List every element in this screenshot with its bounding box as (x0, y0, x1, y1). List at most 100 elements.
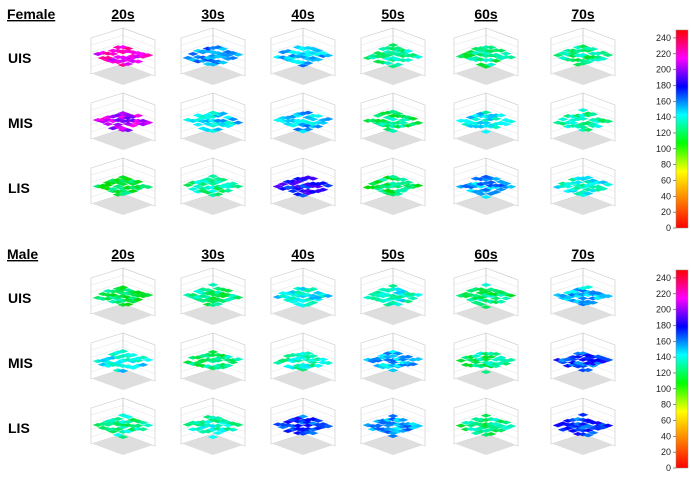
grid-line (90, 340, 124, 351)
surface-patch (317, 357, 329, 362)
surface-patch (602, 423, 614, 428)
grid-line (550, 165, 584, 176)
grid-line (453, 165, 487, 176)
surface-patch (372, 113, 384, 118)
surface-patch (552, 53, 564, 58)
surface-patch (397, 120, 409, 125)
surface-patch (407, 296, 419, 301)
grid-line (392, 405, 426, 418)
surface-patch (227, 117, 239, 122)
surface-patch (187, 292, 199, 297)
surface-cell (453, 397, 519, 455)
surface-patch (505, 55, 517, 60)
surface-patch (287, 123, 299, 128)
surface-shadow (273, 369, 333, 390)
surface-patch (500, 51, 512, 56)
grid-line (392, 107, 426, 120)
grid-line (392, 100, 426, 113)
grid-line (180, 282, 214, 293)
surface-patch (397, 289, 409, 294)
grid-line (212, 56, 246, 69)
colorbar-tick-label: 140 (656, 352, 671, 362)
grid-line (90, 412, 124, 423)
surface-patch (127, 365, 139, 370)
surface-patch (217, 177, 229, 182)
surface-patch (397, 417, 409, 422)
surface-cell (90, 332, 156, 390)
colorbar-tick-label: 220 (656, 49, 671, 59)
surface-patch (582, 418, 594, 423)
surface-patch (582, 433, 594, 438)
grid-line (180, 412, 214, 423)
group-label: Male (7, 246, 38, 262)
box-wall-right (302, 92, 336, 142)
surface-patch (587, 300, 599, 305)
surface-patch (407, 116, 419, 121)
grid-line (302, 165, 336, 178)
surface-patch (107, 51, 119, 56)
surface-patch (495, 113, 507, 118)
grid-line (270, 275, 304, 286)
grid-line (360, 282, 394, 293)
grid-line (453, 282, 487, 293)
grid-line (302, 35, 336, 48)
surface-patch (567, 289, 579, 294)
surface-patch (387, 174, 399, 179)
grid-line (302, 172, 336, 185)
surface-patch (597, 180, 609, 185)
colorbar-tick-label: 200 (656, 305, 671, 315)
column-header: 20s (111, 6, 135, 22)
surface-cell (180, 92, 246, 150)
surface-patch (297, 193, 309, 198)
surface-patch (142, 53, 154, 58)
surface-patch (312, 363, 324, 368)
surface-patch (597, 186, 609, 191)
grid-line (212, 100, 246, 113)
grid-line (302, 107, 336, 120)
surface-patch (312, 57, 324, 62)
surface-patch (112, 432, 124, 437)
colorbar-tick-label: 80 (661, 160, 671, 170)
surface-shadow (363, 434, 423, 455)
surface-patch (207, 123, 219, 128)
surface-shadow (456, 194, 516, 215)
surface-patch (490, 52, 502, 57)
surface-patch (412, 423, 424, 428)
surface-patch (387, 368, 399, 373)
surface-patch (480, 120, 492, 125)
surface-patch (387, 109, 399, 114)
surface-patch (312, 418, 324, 423)
grid-line (360, 405, 394, 416)
surface-patch (202, 177, 214, 182)
surface-cell (360, 397, 426, 455)
surface-patch (317, 120, 329, 125)
surface-patch (387, 434, 399, 439)
grid-line (485, 35, 519, 48)
surface-patch (602, 182, 614, 187)
surface-patch (202, 419, 214, 424)
surface-patch (480, 64, 492, 69)
surface-patch (602, 294, 614, 299)
colorbar-tick-label: 120 (656, 128, 671, 138)
grid-line (302, 412, 336, 425)
grid-line (550, 347, 584, 358)
box-wall-right (392, 267, 426, 317)
surface-patch (122, 61, 134, 66)
grid-line (90, 186, 124, 197)
grid-line (453, 412, 487, 423)
grid-line (392, 35, 426, 48)
colorbar-tick-label: 60 (661, 175, 671, 185)
surface-cell (270, 397, 336, 455)
surface-patch (302, 302, 314, 307)
surface-cell (453, 267, 519, 325)
grid-line (360, 100, 394, 111)
grid-line (270, 107, 304, 118)
grid-line (302, 282, 336, 295)
grid-line (582, 172, 616, 185)
surface-cell (90, 92, 156, 150)
grid-line (392, 354, 426, 367)
surface-patch (485, 431, 497, 436)
surface-patch (192, 122, 204, 127)
surface-patch (470, 117, 482, 122)
